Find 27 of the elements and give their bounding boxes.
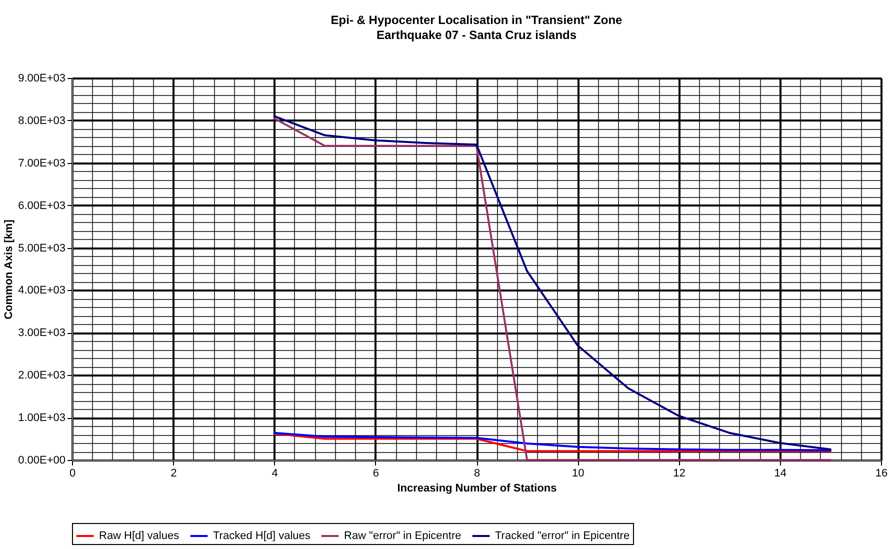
x-tick-label: 10 <box>572 468 584 480</box>
x-tick-label: 14 <box>774 468 786 480</box>
legend-label: Raw H[d] values <box>99 530 180 542</box>
y-tick-label: 1.00E+03 <box>18 412 66 424</box>
chart-subtitle: Earthquake 07 - Santa Cruz islands <box>376 28 577 42</box>
y-axis-title: Common Axis [km] <box>3 219 16 320</box>
y-tick-label: 2.00E+03 <box>18 370 66 382</box>
x-tick-label: 16 <box>875 468 888 480</box>
y-tick-label: 9.00E+03 <box>18 72 66 84</box>
chart-title: Epi- & Hypocenter Localisation in "Transient" Zone <box>330 13 623 27</box>
x-tick-label: 2 <box>170 468 177 480</box>
y-tick-label: 6.00E+03 <box>18 200 66 212</box>
y-tick-label: 3.00E+03 <box>18 327 66 340</box>
x-tick-label: 0 <box>69 468 76 480</box>
legend-label: Tracked H[d] values <box>213 530 311 542</box>
x-tick-label: 8 <box>474 468 480 480</box>
x-tick-label: 12 <box>673 468 686 480</box>
y-tick-label: 4.00E+03 <box>18 284 66 297</box>
legend-label: Raw "error" in Epicentre <box>344 530 462 542</box>
legend-label: Tracked "error" in Epicentre <box>495 530 630 542</box>
y-tick-label: 8.00E+03 <box>18 114 66 127</box>
x-tick-label: 4 <box>272 468 278 480</box>
y-tick-label: 5.00E+03 <box>18 242 66 254</box>
x-axis-title: Increasing Number of Stations <box>397 482 557 494</box>
x-tick-label: 6 <box>372 468 379 480</box>
y-tick-label: 7.00E+03 <box>18 157 66 170</box>
y-tick-label: 0.00E+00 <box>18 454 66 466</box>
